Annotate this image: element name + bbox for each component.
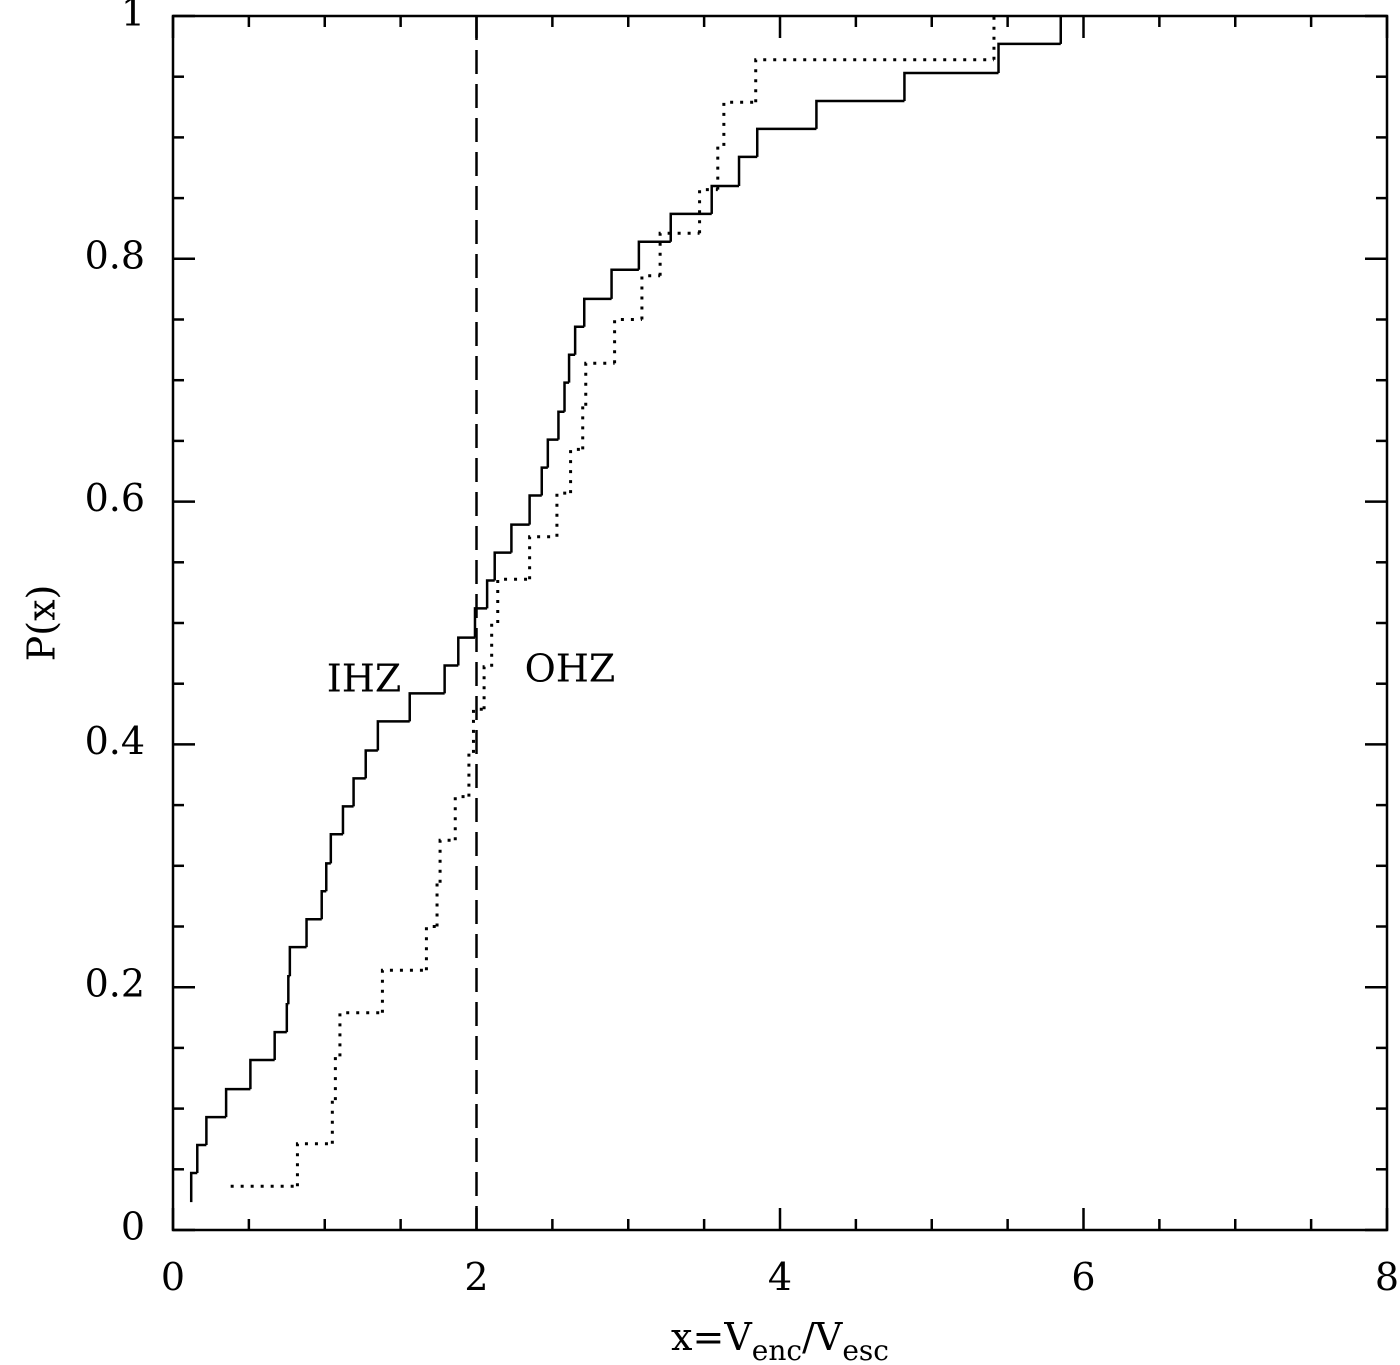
step-segment [189, 1171, 198, 1203]
step-segment [273, 1030, 287, 1061]
step-segment [510, 523, 530, 553]
step-segment [903, 71, 999, 101]
step-segment [473, 607, 488, 638]
step-segment [453, 795, 469, 841]
x-label-part: /V [802, 1315, 843, 1359]
step-segment [716, 144, 724, 190]
step-segment [288, 945, 307, 977]
step-segment [341, 805, 354, 835]
step-segment [380, 968, 427, 1013]
step-segment [528, 535, 557, 580]
step-segment [710, 184, 740, 214]
step-segment [285, 1002, 289, 1033]
x-tick-label: 4 [768, 1255, 792, 1299]
step-segment [482, 665, 492, 710]
step-segment [569, 447, 583, 494]
y-tick-label: 0 [121, 1205, 145, 1249]
plot-frame [171, 14, 1389, 1232]
step-segment [352, 777, 366, 807]
step-segment [640, 274, 661, 320]
series-label: OHZ [525, 647, 616, 691]
step-segment [287, 975, 290, 1005]
step-segment [997, 42, 1061, 74]
step-segment [573, 325, 585, 355]
step-segment [457, 636, 475, 666]
step-segment [610, 268, 639, 299]
step-segment [755, 127, 817, 157]
step-segment [754, 58, 994, 103]
x-tick-label: 6 [1071, 1255, 1095, 1299]
step-segment [737, 155, 758, 186]
step-segment [305, 917, 322, 948]
step-segment [669, 212, 712, 242]
step-segment [658, 231, 700, 276]
step-segment [698, 188, 718, 234]
step-segment [320, 890, 327, 920]
step-segment [330, 1098, 336, 1144]
x-axis-label: x=Venc/Vesc [671, 1315, 889, 1365]
y-tick-label: 0.4 [85, 719, 145, 763]
y-tick-label: 0.2 [85, 962, 145, 1006]
step-segment [408, 692, 445, 722]
x-label-subscript: enc [752, 1334, 802, 1365]
step-segment [567, 353, 576, 383]
step-segment [467, 751, 474, 797]
step-segment [325, 862, 331, 892]
step-segment [582, 297, 612, 327]
step-segment [424, 925, 438, 971]
y-tick-label: 1 [121, 0, 145, 35]
y-tick-label: 0.8 [85, 233, 145, 277]
step-segment [435, 881, 441, 927]
step-segment [613, 318, 642, 364]
step-segment [557, 410, 565, 440]
x-tick-label: 0 [161, 1255, 185, 1299]
step-segment [485, 579, 495, 609]
step-segment [196, 1143, 207, 1173]
step-segment [581, 404, 586, 450]
step-segment [338, 1011, 383, 1057]
step-segment [546, 438, 559, 468]
step-segment [490, 621, 498, 667]
step-segment [540, 466, 548, 496]
step-segment [528, 494, 542, 525]
step-segment [205, 1115, 227, 1146]
step-segment [443, 664, 459, 694]
y-axis-label: P(x) [20, 585, 64, 662]
step-segment [563, 381, 570, 412]
step-segment [295, 1142, 333, 1187]
step-segment [496, 577, 530, 623]
series-label: IHZ [327, 657, 402, 701]
x-label-subscript: esc [842, 1334, 889, 1365]
step-segment [471, 707, 485, 753]
x-tick-label: 8 [1375, 1255, 1399, 1299]
x-tick-label: 2 [464, 1255, 488, 1299]
step-segment [555, 491, 571, 537]
step-segment [637, 240, 671, 270]
x-label-part: x=V [671, 1315, 752, 1359]
step-segment [493, 551, 512, 581]
step-segment [224, 1087, 251, 1118]
step-segment [584, 361, 615, 406]
step-segment [815, 99, 905, 129]
step-segment [329, 832, 343, 864]
step-segment [438, 838, 456, 883]
y-tick-label: 0.6 [85, 476, 145, 520]
step-segment [722, 100, 756, 146]
step-segment [333, 1054, 340, 1101]
step-segment [376, 720, 410, 751]
step-segment [364, 749, 378, 779]
step-segment [249, 1058, 275, 1090]
